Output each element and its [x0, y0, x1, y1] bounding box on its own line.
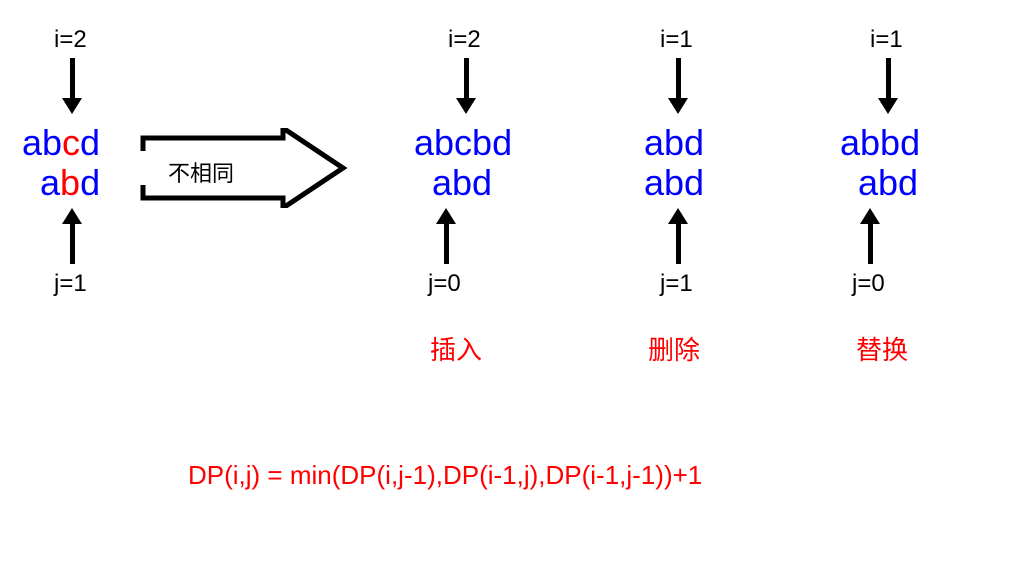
replace-bot-word: abd — [858, 162, 918, 204]
initial-top-post: d — [80, 122, 100, 163]
initial-bot-post: d — [80, 162, 100, 203]
initial-j-label: j=1 — [54, 270, 87, 298]
dp-formula: DP(i,j) = min(DP(i,j-1),DP(i-1,j),DP(i-1… — [188, 460, 702, 491]
replace-i-label: i=1 — [870, 26, 903, 54]
replace-op-label: 替换 — [856, 330, 908, 367]
delete-i-label: i=1 — [660, 26, 693, 54]
replace-top-word: abbd — [840, 122, 920, 164]
insert-bot-word: abd — [432, 162, 492, 204]
delete-op-label: 删除 — [648, 330, 700, 367]
insert-top-word: abcbd — [414, 122, 512, 164]
insert-i-label: i=2 — [448, 26, 481, 54]
delete-j-label: j=1 — [660, 270, 693, 298]
delete-bot-word: abd — [644, 162, 704, 204]
insert-j-label: j=0 — [428, 270, 461, 298]
initial-bot-word: abd — [40, 162, 100, 204]
insert-op-label: 插入 — [430, 330, 482, 367]
transition-label: 不相同 — [168, 156, 234, 188]
initial-top-word: abcd — [22, 122, 100, 164]
delete-top-word: abd — [644, 122, 704, 164]
initial-bot-pre: a — [40, 162, 60, 203]
replace-j-label: j=0 — [852, 270, 885, 298]
initial-top-hl: c — [62, 122, 80, 163]
initial-i-label: i=2 — [54, 26, 87, 54]
initial-top-pre: ab — [22, 122, 62, 163]
initial-bot-hl: b — [60, 162, 80, 203]
